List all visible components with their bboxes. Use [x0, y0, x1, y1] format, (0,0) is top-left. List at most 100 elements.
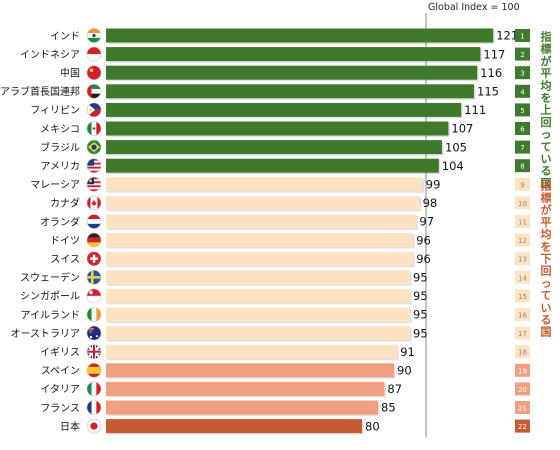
bar: [106, 47, 481, 62]
bar: [106, 400, 378, 415]
netherlands-flag: [86, 214, 102, 229]
category-label: インド: [50, 31, 80, 42]
rank-box: [515, 84, 530, 98]
spain-flag: [86, 362, 102, 378]
australia-flag: [86, 325, 102, 341]
rank-box: [515, 289, 530, 303]
bar: [106, 419, 362, 434]
rank-label: 15: [518, 293, 527, 301]
bar: [106, 363, 394, 378]
rank-label: 14: [518, 274, 527, 282]
category-label: スウェーデン: [20, 271, 80, 284]
value-label: 85: [381, 401, 396, 415]
rank-label: 21: [518, 405, 527, 413]
category-label: 日本: [60, 420, 80, 433]
category-label: アメリカ: [41, 161, 81, 173]
france-flag: [86, 400, 102, 415]
bar: [106, 326, 410, 341]
rank-box: [515, 122, 530, 135]
value-label: 97: [419, 215, 434, 229]
category-label: オランダ: [40, 215, 80, 228]
value-label: 104: [442, 159, 464, 173]
singapore-flag: [86, 288, 102, 304]
value-label: 99: [426, 178, 441, 192]
rank-box: [515, 233, 530, 247]
sweden-flag: [86, 269, 102, 285]
india-flag: [86, 28, 102, 43]
bar: [106, 65, 478, 80]
rank-box: [515, 177, 530, 191]
rank-label: 17: [518, 330, 527, 338]
rank-box: [515, 215, 530, 228]
category-label: アイルランド: [21, 309, 81, 321]
rank-label: 11: [518, 219, 527, 227]
rank-label: 16: [518, 312, 527, 320]
category-label: ブラジル: [40, 141, 80, 154]
value-label: 107: [451, 122, 473, 136]
category-label: メキシコ: [40, 124, 80, 135]
category-label: フィリピン: [30, 105, 80, 117]
value-label: 91: [400, 345, 415, 359]
rank-box: [515, 345, 530, 359]
philippines-flag: [86, 102, 102, 118]
japan-flag: [86, 418, 102, 434]
rank-label: 10: [518, 200, 527, 208]
rank-label: 13: [518, 256, 527, 264]
rank-box: [515, 47, 530, 61]
value-label: 111: [464, 103, 486, 117]
annotation-above-average: 指標が平均を上回っている国: [541, 30, 552, 190]
rank-label: 12: [518, 237, 527, 245]
rank-label: 19: [518, 367, 527, 375]
rank-label: 8: [520, 163, 524, 171]
category-label: シンガポール: [20, 291, 80, 303]
value-label: 116: [480, 66, 502, 80]
bar: [106, 344, 398, 359]
category-label: フランス: [40, 402, 80, 414]
rank-box: [515, 382, 530, 396]
annotation-below-average: 指標が平均を下回っている国: [541, 178, 552, 338]
category-label: ドイツ: [50, 236, 80, 247]
rank-box: [515, 270, 530, 284]
bar: [106, 307, 410, 322]
rank-box: [515, 252, 530, 266]
value-label: 87: [387, 382, 402, 396]
value-label: 115: [477, 85, 499, 99]
bar: [106, 251, 414, 266]
value-label: 95: [413, 308, 428, 322]
rank-label: 22: [518, 423, 527, 431]
ireland-flag: [86, 307, 102, 322]
bar: [106, 270, 410, 285]
bar: [106, 102, 462, 117]
rank-box: [515, 363, 530, 377]
category-label: インドネシア: [20, 49, 80, 61]
brazil-flag: [86, 139, 102, 155]
value-label: 80: [365, 419, 380, 433]
reference-line-label: Global Index = 100: [428, 2, 520, 13]
rank-label: 1: [520, 33, 524, 41]
bar: [106, 195, 420, 210]
category-label: スペイン: [41, 366, 80, 377]
mexico-flag: [86, 121, 102, 136]
bar: [106, 28, 494, 43]
rank-label: 18: [518, 349, 527, 357]
category-label: アラブ首長国連邦: [0, 85, 80, 98]
value-label: 90: [397, 364, 412, 378]
bar: [106, 84, 474, 99]
rank-label: 5: [520, 107, 524, 115]
uk-flag: [86, 344, 102, 360]
rank-box: [515, 326, 530, 340]
bar: [106, 121, 449, 136]
bar: [106, 140, 442, 155]
uae-flag: [86, 84, 102, 99]
rank-label: 6: [520, 126, 525, 134]
rank-box: [515, 29, 530, 42]
bar: [106, 214, 417, 229]
rank-label: 9: [520, 181, 524, 189]
value-label: 95: [413, 271, 428, 285]
category-label: イギリス: [40, 347, 80, 359]
bar: [106, 288, 410, 303]
category-label: オーストラリア: [11, 328, 81, 340]
rank-box: [515, 159, 530, 173]
value-label: 95: [413, 326, 428, 340]
